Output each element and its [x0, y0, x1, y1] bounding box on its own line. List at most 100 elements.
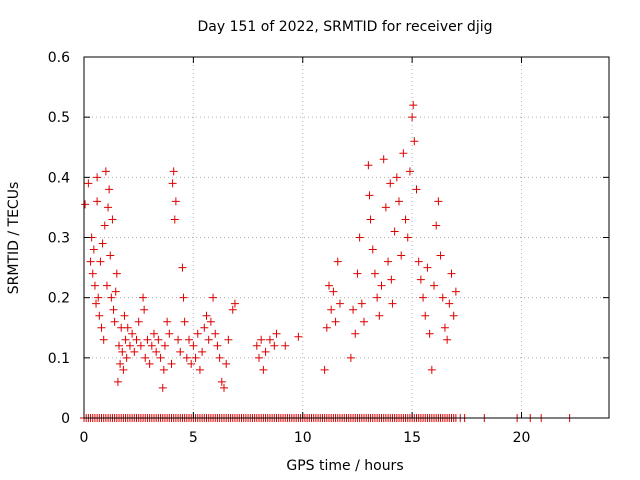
data-point: [107, 293, 116, 302]
data-point: [94, 293, 103, 302]
data-point: [333, 257, 342, 266]
data-point: [403, 233, 412, 242]
data-point: [150, 329, 158, 338]
data-point: [130, 347, 139, 356]
data-point: [99, 335, 108, 344]
data-point: [147, 341, 156, 350]
data-point: [206, 317, 215, 326]
data-point: [101, 167, 110, 176]
data-point: [397, 251, 406, 260]
data-point: [443, 335, 452, 344]
data-point: [176, 347, 185, 356]
data-point: [141, 353, 150, 362]
data-point: [195, 365, 204, 374]
data-point: [167, 359, 176, 368]
data-point: [121, 335, 130, 344]
x-axis-label: GPS time / hours: [286, 458, 403, 474]
data-point: [445, 299, 454, 308]
data-point: [265, 335, 274, 344]
data-point: [106, 251, 115, 260]
data-point: [86, 257, 95, 266]
data-point: [272, 329, 281, 338]
data-point: [98, 239, 107, 248]
y-tick-label: 0.4: [48, 170, 70, 186]
data-point: [154, 335, 163, 344]
data-points: [80, 101, 574, 422]
data-point: [171, 197, 180, 206]
data-point: [93, 197, 102, 206]
data-point: [449, 311, 458, 320]
y-tick-label: 0.3: [48, 231, 70, 247]
data-point: [423, 263, 432, 272]
grid: [84, 57, 609, 418]
data-point: [120, 311, 129, 320]
data-point: [108, 215, 117, 224]
data-point: [261, 347, 270, 356]
data-point: [222, 359, 231, 368]
data-point: [211, 329, 220, 338]
data-point: [384, 257, 393, 266]
data-point: [365, 191, 374, 200]
data-point: [123, 323, 132, 332]
data-point: [346, 353, 355, 362]
data-point: [116, 359, 125, 368]
data-point: [425, 329, 434, 338]
data-point: [111, 287, 120, 296]
data-point: [93, 173, 102, 182]
data-point: [122, 353, 131, 362]
data-point: [373, 293, 382, 302]
plot-frame: [83, 56, 610, 419]
y-axis-label: SRMTID / TECUs: [6, 182, 22, 295]
data-point: [96, 257, 105, 266]
data-point: [92, 299, 101, 308]
data-point: [209, 293, 218, 302]
data-point: [329, 287, 338, 296]
y-tick-label: 0.1: [48, 351, 70, 367]
axis-ticks: [83, 56, 609, 419]
data-point: [375, 311, 384, 320]
data-point: [257, 335, 266, 344]
data-point: [440, 323, 449, 332]
data-point: [360, 317, 368, 326]
data-point: [405, 167, 414, 176]
data-point: [159, 365, 168, 374]
data-point: [89, 245, 98, 254]
data-point: [140, 305, 149, 314]
data-point: [187, 359, 196, 368]
data-point: [95, 311, 104, 320]
data-point: [410, 137, 419, 146]
data-point: [88, 269, 97, 278]
data-point: [388, 299, 397, 308]
data-point: [421, 311, 430, 320]
data-point: [381, 203, 390, 212]
data-point: [182, 353, 191, 362]
y-tick-label: 0.2: [48, 291, 70, 307]
data-point: [84, 179, 93, 188]
data-point: [125, 341, 134, 350]
data-point: [198, 347, 207, 356]
data-point: [270, 341, 279, 350]
data-point: [165, 329, 174, 338]
data-point: [294, 332, 303, 341]
data-point: [119, 365, 128, 374]
data-point: [128, 329, 137, 338]
data-point: [169, 167, 178, 176]
data-point: [387, 275, 396, 284]
data-point: [160, 341, 169, 350]
data-point: [158, 383, 167, 392]
data-point: [213, 341, 222, 350]
data-point: [134, 317, 143, 326]
data-point: [252, 341, 261, 350]
data-point: [255, 353, 263, 362]
data-point: [104, 203, 113, 212]
data-point: [90, 281, 99, 290]
data-point: [109, 305, 118, 314]
data-point: [366, 215, 375, 224]
data-point: [220, 383, 228, 392]
data-point: [430, 281, 438, 290]
data-point: [432, 221, 441, 230]
y-tick-label: 0: [61, 411, 70, 427]
data-point: [259, 365, 268, 374]
data-point: [379, 155, 388, 164]
